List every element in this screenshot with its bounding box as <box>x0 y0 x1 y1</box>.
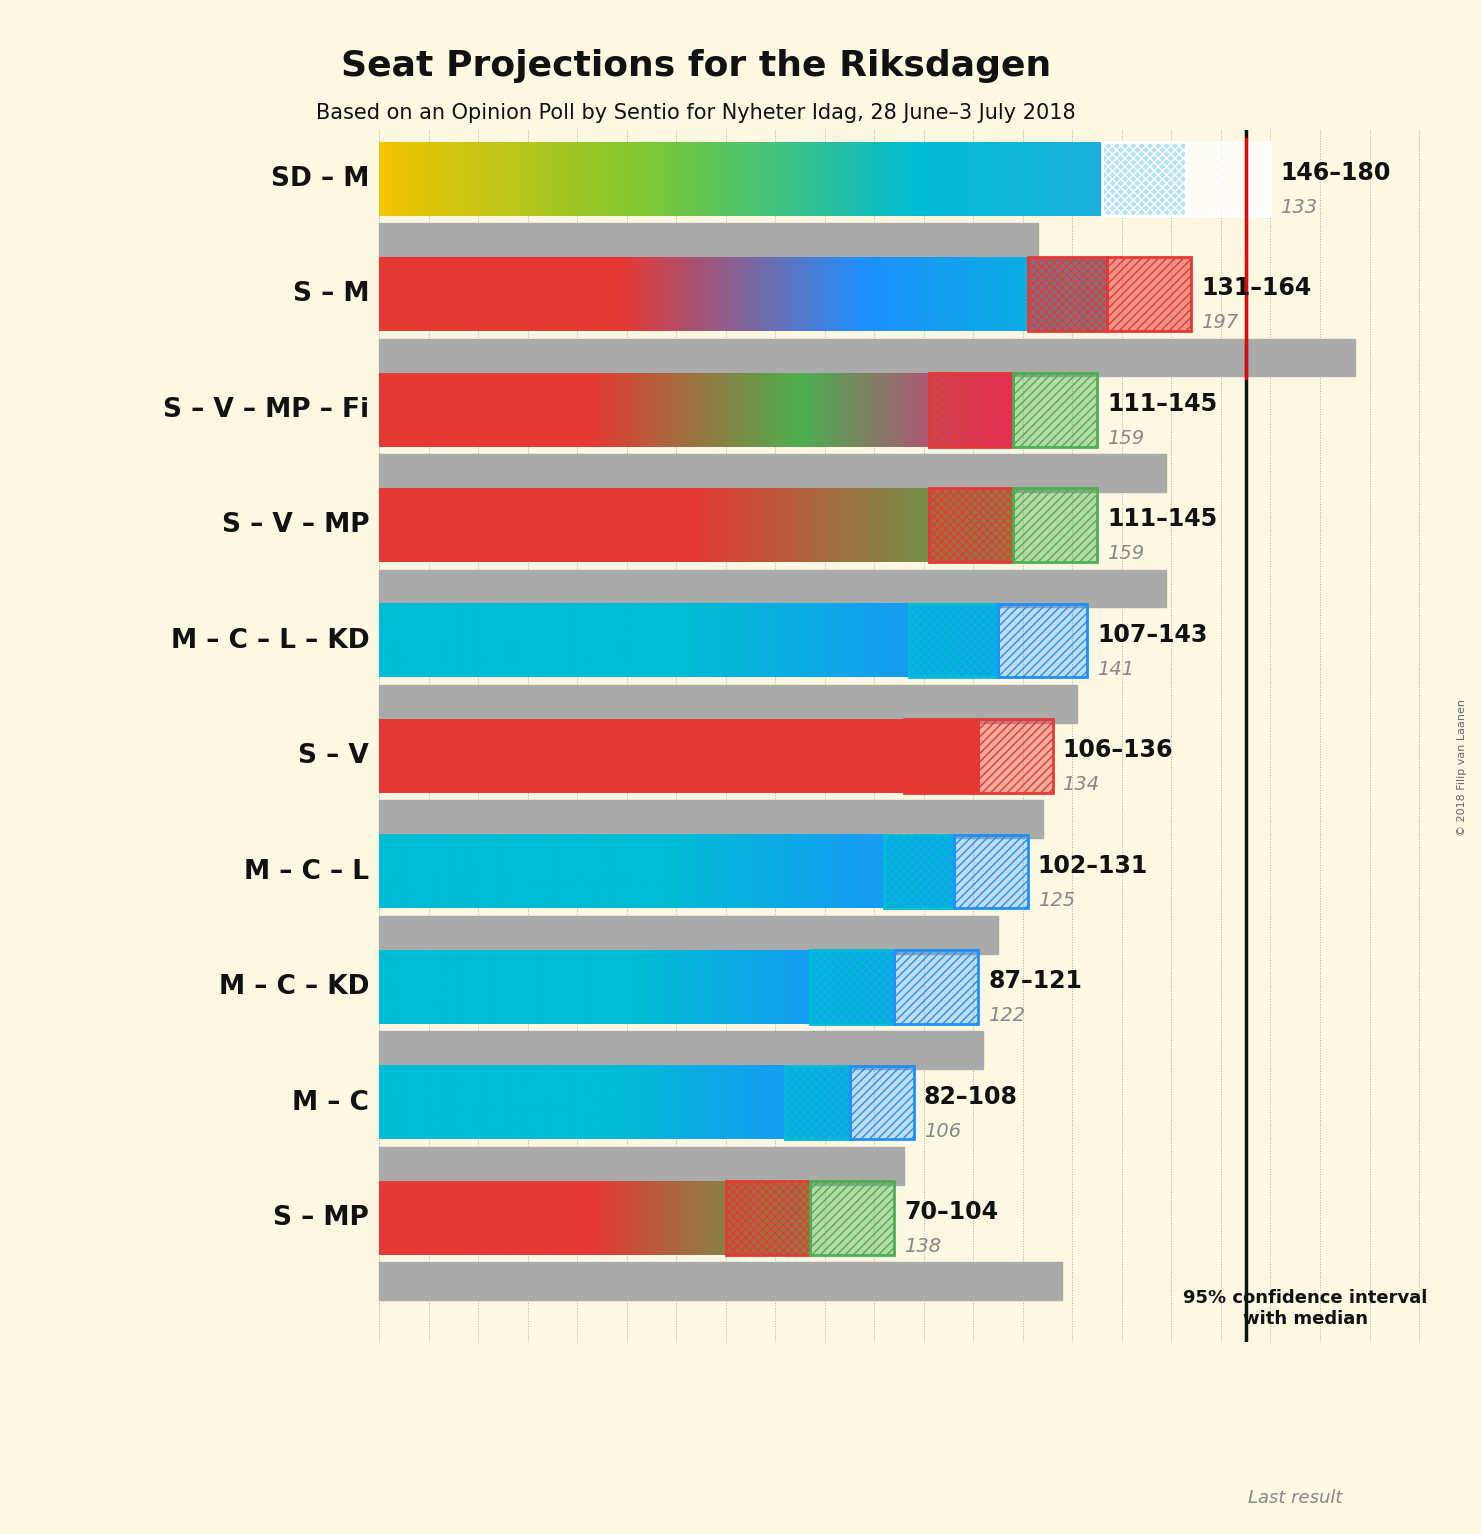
Bar <box>379 454 1167 491</box>
Bar <box>379 916 998 954</box>
Bar <box>1013 488 1097 561</box>
Bar <box>1108 258 1191 331</box>
Text: Last result: Last result <box>1248 1490 1342 1508</box>
Text: M – C – L – KD: M – C – L – KD <box>170 627 369 653</box>
Text: 87–121: 87–121 <box>988 969 1083 992</box>
Bar <box>884 834 954 908</box>
Bar <box>1028 258 1108 331</box>
Bar <box>903 719 979 793</box>
Text: S – V: S – V <box>299 742 369 769</box>
Bar <box>998 603 1087 678</box>
Bar <box>929 373 1013 446</box>
Text: 111–145: 111–145 <box>1108 391 1217 416</box>
Text: 111–145: 111–145 <box>1108 508 1217 531</box>
Bar <box>1146 1356 1286 1420</box>
Bar <box>785 1066 850 1140</box>
Bar <box>1364 1356 1444 1420</box>
Text: © 2018 Filip van Laanen: © 2018 Filip van Laanen <box>1457 698 1466 836</box>
Text: M – C – L: M – C – L <box>244 859 369 885</box>
Text: 102–131: 102–131 <box>1038 854 1148 877</box>
Text: M – C – KD: M – C – KD <box>219 974 369 1000</box>
Bar <box>1186 141 1271 215</box>
Text: 131–164: 131–164 <box>1201 276 1311 301</box>
Text: S – M: S – M <box>293 281 369 307</box>
Bar <box>379 1147 903 1184</box>
Bar <box>810 1181 895 1255</box>
Bar <box>1102 141 1186 215</box>
Bar <box>726 1181 810 1255</box>
Bar <box>909 603 998 678</box>
Text: S – V – MP: S – V – MP <box>222 512 369 538</box>
Text: 95% confidence interval
with median: 95% confidence interval with median <box>1183 1289 1428 1328</box>
Text: Based on an Opinion Poll by Sentio for Nyheter Idag, 28 June–3 July 2018: Based on an Opinion Poll by Sentio for N… <box>317 103 1075 123</box>
Bar <box>379 1031 983 1069</box>
Text: SD – M: SD – M <box>271 166 369 192</box>
Bar <box>379 801 1043 838</box>
Text: 106: 106 <box>924 1121 961 1141</box>
Text: 70–104: 70–104 <box>903 1200 998 1224</box>
Text: 141: 141 <box>1097 660 1134 680</box>
Bar <box>979 719 1053 793</box>
Text: 122: 122 <box>988 1006 1025 1025</box>
Text: 134: 134 <box>1062 775 1099 795</box>
Bar <box>929 488 1013 561</box>
Bar <box>1286 1356 1364 1420</box>
Bar <box>850 1066 914 1140</box>
Text: 125: 125 <box>1038 891 1075 910</box>
Text: 82–108: 82–108 <box>924 1085 1017 1109</box>
Bar <box>1146 1437 1444 1477</box>
Text: 138: 138 <box>903 1238 940 1256</box>
Bar <box>379 1262 1062 1299</box>
Bar <box>379 569 1167 607</box>
Text: 159: 159 <box>1108 545 1145 563</box>
Text: 106–136: 106–136 <box>1062 738 1173 762</box>
Bar <box>379 339 1355 376</box>
Text: 159: 159 <box>1108 430 1145 448</box>
Bar <box>1013 373 1097 446</box>
Text: 133: 133 <box>1281 198 1318 216</box>
Text: 107–143: 107–143 <box>1097 623 1207 647</box>
Bar <box>954 834 1028 908</box>
Bar <box>810 950 895 1025</box>
Text: 146–180: 146–180 <box>1281 161 1391 184</box>
Text: S – V – MP – Fi: S – V – MP – Fi <box>163 397 369 422</box>
Text: S – MP: S – MP <box>274 1206 369 1230</box>
Text: 197: 197 <box>1201 313 1238 333</box>
Text: M – C: M – C <box>292 1089 369 1115</box>
Bar <box>895 950 979 1025</box>
Text: Seat Projections for the Riksdagen: Seat Projections for the Riksdagen <box>341 49 1052 83</box>
Bar <box>379 222 1038 261</box>
Bar <box>379 686 1077 723</box>
